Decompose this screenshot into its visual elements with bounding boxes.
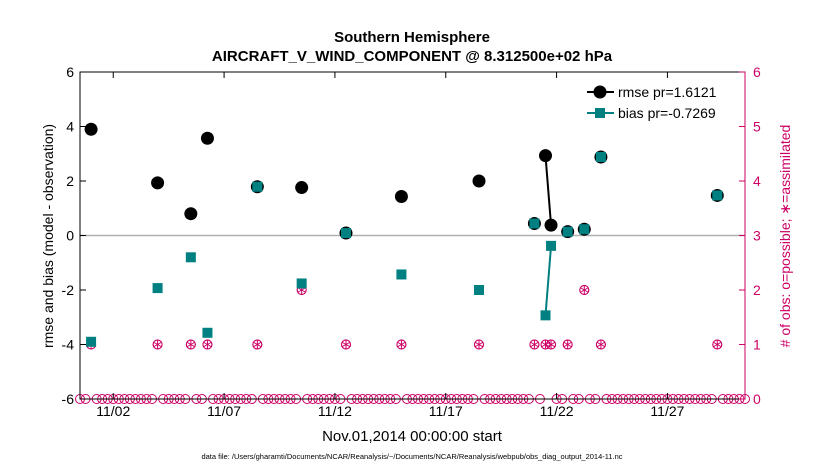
obs-assimilated-star-stroke xyxy=(253,341,262,348)
bias-point xyxy=(396,269,407,280)
chart-subtitle: AIRCRAFT_V_WIND_COMPONENT @ 8.312500e+02… xyxy=(212,48,613,65)
rmse-point xyxy=(394,190,408,204)
bias-point xyxy=(202,327,213,338)
x-axis-label: Nov.01,2014 00:00:00 start xyxy=(322,428,503,445)
obs-assimilated-marker xyxy=(341,339,351,350)
obs-assimilated-marker xyxy=(562,339,573,350)
rmse-point xyxy=(544,218,558,232)
x-tick-label: 11/02 xyxy=(96,403,130,419)
bias-point xyxy=(595,152,606,163)
y-tick-label-left: 6 xyxy=(66,64,74,80)
obs-assimilated-marker xyxy=(474,339,484,350)
obs-assimilated-star-stroke xyxy=(580,287,589,293)
bias-point xyxy=(712,190,723,201)
bias-point xyxy=(185,252,196,263)
rmse-point xyxy=(472,174,486,188)
obs-assimilated-star-stroke xyxy=(546,341,556,348)
rmse-point xyxy=(200,131,214,145)
obs-assimilated-marker xyxy=(595,339,606,350)
bias-point xyxy=(296,278,307,289)
bias-segment xyxy=(544,245,553,316)
y-tick-label-left: 2 xyxy=(66,173,74,189)
y-tick-label-left: -4 xyxy=(62,337,75,353)
y-axis-label-right: # of obs: o=possible; ∗=assimilated xyxy=(777,125,793,348)
y-tick-label-left: -6 xyxy=(62,391,75,407)
bias-point xyxy=(562,226,573,237)
y-tick-label-right: 1 xyxy=(753,337,761,353)
legend-rmse-marker xyxy=(593,85,607,99)
obs-assimilated-star-stroke xyxy=(474,341,484,348)
obs-assimilated-star-stroke xyxy=(596,341,606,348)
y-tick-label-right: 4 xyxy=(753,173,761,189)
rmse-segment xyxy=(544,155,553,226)
legend-bias-label: bias pr=-0.7269 xyxy=(618,105,716,121)
obs-assimilated-star-stroke xyxy=(530,341,539,348)
bias-point xyxy=(579,224,590,235)
legend-bias-marker xyxy=(595,108,605,118)
obs-assimilated-star-stroke xyxy=(203,341,212,348)
rmse-point xyxy=(539,149,552,163)
bias-point xyxy=(540,310,551,321)
series-layer xyxy=(84,122,724,347)
obs-assimilated-star-stroke xyxy=(153,341,162,348)
rmse-point xyxy=(184,207,198,221)
obs-assimilated-marker xyxy=(152,339,163,350)
y-tick-label-right: 3 xyxy=(753,228,761,244)
y-tick-label-right: 5 xyxy=(753,119,761,135)
y-axis-label-left: rmse and bias (model - observation) xyxy=(40,124,56,348)
obs-assimilated-marker xyxy=(579,285,590,295)
rmse-point xyxy=(84,122,98,136)
obs-assimilated-marker xyxy=(252,339,263,350)
legend-box xyxy=(584,78,740,126)
obs-assimilated-marker xyxy=(546,339,557,350)
bias-point xyxy=(341,228,351,239)
obs-assimilated-star-stroke xyxy=(186,341,195,348)
bias-point xyxy=(529,218,540,229)
x-tick-label: 11/27 xyxy=(650,403,684,419)
x-tick-label: 11/12 xyxy=(318,403,352,419)
y-tick-label-left: 4 xyxy=(66,119,74,135)
bias-point xyxy=(86,336,97,347)
obs-assimilated-marker xyxy=(396,339,407,350)
axis-layer: 11/02 11/07 11/12 11/17 11/22 11/27 -6 -4 -2 0 2 4 6… xyxy=(62,64,761,419)
x-tick-label: 11/07 xyxy=(207,403,241,419)
y-tick-label-right: 2 xyxy=(753,282,761,298)
obs-assimilated-star-stroke xyxy=(297,287,306,293)
bias-point xyxy=(474,285,484,295)
obs-assimilated-marker xyxy=(185,339,196,350)
chart-title: Southern Hemisphere xyxy=(334,29,490,46)
y-tick-label-left: -2 xyxy=(62,282,75,298)
y-tick-label-right: 6 xyxy=(753,64,761,80)
x-tick-label: 11/17 xyxy=(429,403,463,419)
y-tick-label-right: 0 xyxy=(753,391,761,407)
obs-assimilated-star-stroke xyxy=(397,341,406,348)
legend: rmse pr=1.6121 bias pr=-0.7269 xyxy=(584,78,740,126)
y-tick-label-left: 0 xyxy=(66,228,74,244)
bias-point xyxy=(546,240,557,251)
x-tick-label: 11/22 xyxy=(540,403,574,419)
obs-assimilated-star-stroke xyxy=(563,341,572,348)
rmse-point xyxy=(151,176,165,190)
obs-assimilated-marker xyxy=(712,339,723,350)
obs-assimilated-star-stroke xyxy=(713,341,722,348)
bias-point xyxy=(252,181,263,192)
obs-assimilated-marker xyxy=(202,339,213,350)
rmse-point xyxy=(295,181,309,195)
legend-rmse-label: rmse pr=1.6121 xyxy=(618,84,717,100)
bias-point xyxy=(152,283,163,294)
obs-assimilated-star-stroke xyxy=(341,341,351,348)
data-file-footer: data file: /Users/gharamti/Documents/NCA… xyxy=(201,452,622,461)
obs-assimilated-marker xyxy=(529,339,540,350)
